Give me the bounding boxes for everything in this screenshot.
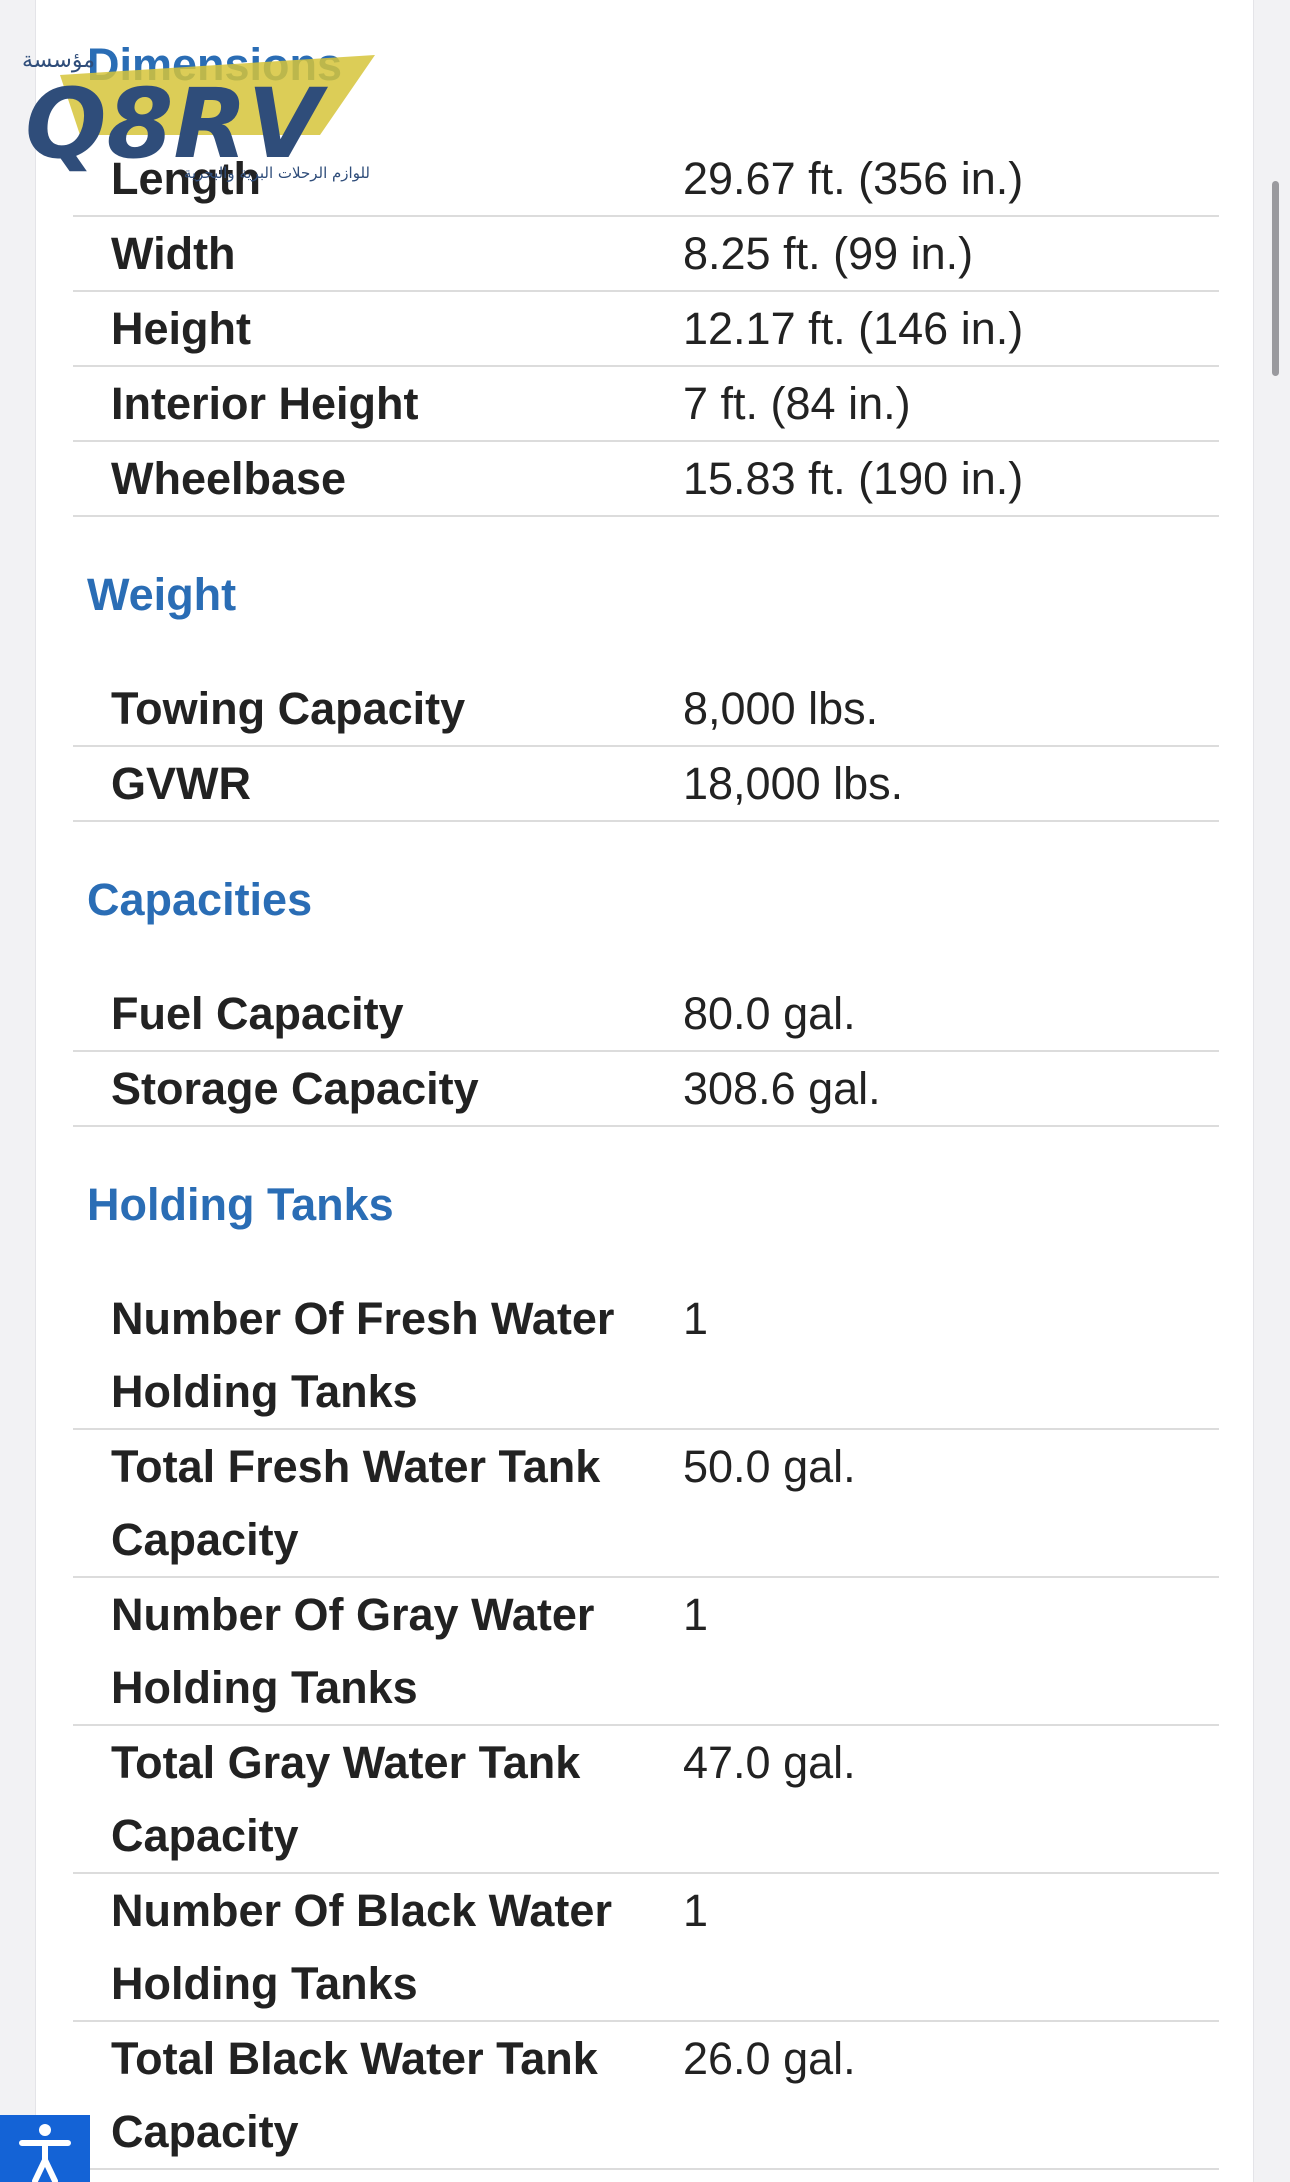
spec-value: 47.0 gal. bbox=[683, 1737, 856, 1788]
spec-value: 308.6 gal. bbox=[683, 1063, 881, 1114]
watermark-logo: مؤسسة Q8RV للوازم الرحلات البرية والبحري… bbox=[22, 48, 375, 182]
logo-brand: Q8RV bbox=[25, 68, 328, 180]
spec-label: Number Of Black Water Holding Tanks bbox=[111, 1885, 612, 2009]
spec-row: Height 12.17 ft. (146 in.) bbox=[73, 292, 1219, 367]
spec-label: Height bbox=[111, 303, 251, 354]
spec-label: GVWR bbox=[111, 758, 251, 809]
spec-value: 8,000 lbs. bbox=[683, 683, 879, 734]
spec-value: 50.0 gal. bbox=[683, 1441, 856, 1492]
logo-swoosh bbox=[60, 55, 375, 135]
spec-row: Interior Height 7 ft. (84 in.) bbox=[73, 367, 1219, 442]
spec-label: Total Fresh Water Tank Capacity bbox=[111, 1441, 601, 1565]
spec-row: Wheelbase 15.83 ft. (190 in.) bbox=[73, 442, 1219, 517]
section-header: Holding Tanks bbox=[73, 1127, 1219, 1282]
spec-label: Total Black Water Tank Capacity bbox=[111, 2033, 598, 2157]
spec-row: Total Gray Water Tank Capacity 47.0 gal. bbox=[73, 1726, 1219, 1874]
scrollbar[interactable] bbox=[1272, 181, 1279, 376]
section-header: Weight bbox=[73, 517, 1219, 672]
section-title: Holding Tanks bbox=[87, 1179, 394, 1230]
spec-row: GVWR 18,000 lbs. bbox=[73, 747, 1219, 822]
spec-value: 12.17 ft. (146 in.) bbox=[683, 303, 1024, 354]
icon-body bbox=[19, 2140, 71, 2182]
spec-label: Fuel Capacity bbox=[111, 988, 404, 1039]
section-title: Capacities bbox=[87, 874, 313, 925]
accessibility-button[interactable] bbox=[0, 2115, 90, 2182]
spec-label: Number Of Fresh Water Holding Tanks bbox=[111, 1293, 615, 1417]
spec-row: Fuel Capacity 80.0 gal. bbox=[73, 977, 1219, 1052]
spec-row: Storage Capacity 308.6 gal. bbox=[73, 1052, 1219, 1127]
spec-row: Width 8.25 ft. (99 in.) bbox=[73, 217, 1219, 292]
spec-row: Number Of Black Water Holding Tanks 1 bbox=[73, 1874, 1219, 2022]
spec-value: 1 bbox=[683, 1589, 709, 1640]
section-title: Weight bbox=[87, 569, 237, 620]
logo-arabic-top: مؤسسة bbox=[22, 48, 95, 73]
spec-row: Total Black Water Tank Capacity 26.0 gal. bbox=[73, 2022, 1219, 2170]
spec-row: Number Of Fresh Water Holding Tanks 1 bbox=[73, 1282, 1219, 1430]
spec-value: 1 bbox=[683, 1293, 709, 1344]
spec-row: Number Of Gray Water Holding Tanks 1 bbox=[73, 1578, 1219, 1726]
spec-label: Number Of Gray Water Holding Tanks bbox=[111, 1589, 595, 1713]
spec-row: Towing Capacity 8,000 lbs. bbox=[73, 672, 1219, 747]
spec-label: Wheelbase bbox=[111, 453, 347, 504]
spec-label: Storage Capacity bbox=[111, 1063, 479, 1114]
spec-label: Interior Height bbox=[111, 378, 419, 429]
spec-value: 26.0 gal. bbox=[683, 2033, 856, 2084]
spec-list: Dimensions Length 29.67 ft. (356 in.) Width… bbox=[73, 0, 1219, 2170]
spec-label: Total Gray Water Tank Capacity bbox=[111, 1737, 581, 1861]
spec-row: Total Fresh Water Tank Capacity 50.0 gal. bbox=[73, 1430, 1219, 1578]
content-card: Dimensions Length 29.67 ft. (356 in.) Width… bbox=[35, 0, 1254, 2182]
spec-value: 7 ft. (84 in.) bbox=[683, 378, 911, 429]
spec-value: 15.83 ft. (190 in.) bbox=[683, 453, 1024, 504]
spec-label: Towing Capacity bbox=[111, 683, 466, 734]
section-header: Capacities bbox=[73, 822, 1219, 977]
spec-row: Length 29.67 ft. (356 in.) bbox=[73, 142, 1219, 217]
spec-value: 18,000 lbs. bbox=[683, 758, 904, 809]
logo-tagline: للوازم الرحلات البرية والبحرية bbox=[184, 164, 370, 182]
spec-value: 29.67 ft. (356 in.) bbox=[683, 153, 1024, 204]
icon-head bbox=[39, 2124, 51, 2136]
spec-value: 8.25 ft. (99 in.) bbox=[683, 228, 974, 279]
spec-label: Width bbox=[111, 228, 236, 279]
spec-label: Length bbox=[111, 153, 261, 204]
spec-value: 1 bbox=[683, 1885, 709, 1936]
spec-value: 80.0 gal. bbox=[683, 988, 856, 1039]
